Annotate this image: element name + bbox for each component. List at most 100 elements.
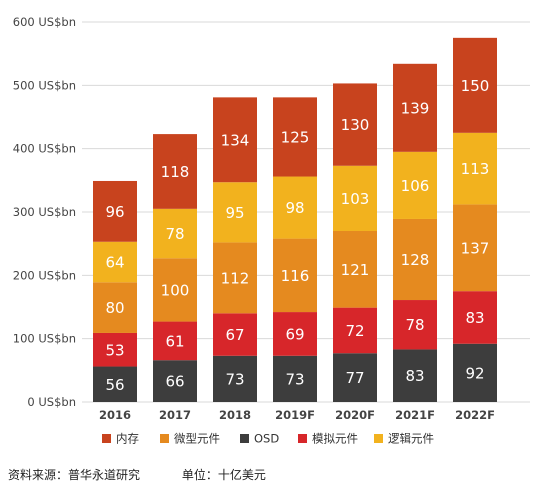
bar-segment xyxy=(213,242,257,314)
bar-segment xyxy=(333,353,377,402)
data-label: 53 xyxy=(105,341,124,359)
bar-segment xyxy=(213,355,257,402)
bar-segment xyxy=(213,313,257,356)
data-label: 77 xyxy=(345,369,364,387)
bar-segment xyxy=(393,151,437,219)
x-tick-label: 2018 xyxy=(219,408,251,422)
data-label: 96 xyxy=(105,203,124,221)
data-label: 103 xyxy=(341,190,370,208)
legend-swatch xyxy=(102,434,111,443)
legend-item: 模拟元件 xyxy=(298,432,358,446)
bar-segment xyxy=(93,332,137,367)
bar-segment xyxy=(333,231,377,308)
data-label: 121 xyxy=(341,261,370,279)
bar-segment xyxy=(213,97,257,183)
bar-segment xyxy=(93,366,137,402)
bar-segment xyxy=(453,291,497,344)
data-label: 130 xyxy=(341,116,370,134)
x-tick-label: 2021F xyxy=(395,408,435,422)
x-tick-label: 2016 xyxy=(99,408,131,422)
data-label: 78 xyxy=(405,316,424,334)
x-axis-tick-labels: 2016 2017 2018 2019F 2020F 2021F 2022F xyxy=(99,408,495,422)
unit-text: 单位：十亿美元 xyxy=(181,468,266,482)
y-tick-label: 100 US$bn xyxy=(13,332,76,346)
legend-item: 内存 xyxy=(102,432,139,446)
bar-segment xyxy=(333,165,377,231)
bar-segment xyxy=(93,180,137,242)
data-label: 72 xyxy=(345,322,364,340)
bars xyxy=(93,37,497,402)
bar-segment xyxy=(153,321,197,361)
x-tick-label: 2019F xyxy=(275,408,315,422)
y-tick-label: 200 US$bn xyxy=(13,268,76,282)
bar-segment xyxy=(393,218,437,301)
data-label: 137 xyxy=(461,239,490,257)
data-label: 83 xyxy=(405,367,424,385)
bar-segment xyxy=(93,241,137,283)
legend-swatch xyxy=(374,434,383,443)
data-label: 73 xyxy=(225,370,244,388)
bar-segment xyxy=(393,63,437,152)
data-label: 95 xyxy=(225,204,244,222)
data-label: 118 xyxy=(161,163,190,181)
bar-segment xyxy=(393,349,437,402)
data-label: 56 xyxy=(105,376,124,394)
bar-segment xyxy=(453,132,497,205)
legend-item: 微型元件 xyxy=(160,432,220,446)
data-label: 139 xyxy=(401,99,430,117)
data-label: 80 xyxy=(105,299,124,317)
bar-segment xyxy=(153,360,197,402)
bar-segment xyxy=(453,204,497,292)
bar-segment xyxy=(273,355,317,402)
bar-segment xyxy=(273,176,317,239)
data-label: 106 xyxy=(401,177,430,195)
bar-segment xyxy=(453,37,497,133)
legend-item: 逻辑元件 xyxy=(374,432,434,446)
data-label: 150 xyxy=(461,77,490,95)
source-text: 资料来源：普华永道研究 xyxy=(8,468,141,482)
data-label: 116 xyxy=(281,267,310,285)
data-label: 92 xyxy=(465,364,484,382)
bar-segment xyxy=(453,343,497,402)
bar-segment xyxy=(333,307,377,354)
source-note: 资料来源：普华永道研究 单位：十亿美元 xyxy=(8,466,266,483)
bar-segment xyxy=(273,97,317,177)
data-label: 66 xyxy=(165,373,184,391)
y-tick-label: 600 US$bn xyxy=(13,15,76,29)
data-label: 61 xyxy=(165,332,184,350)
data-label: 98 xyxy=(285,199,304,217)
bar-segment xyxy=(213,182,257,243)
data-label: 78 xyxy=(165,225,184,243)
bar-segment xyxy=(273,238,317,313)
data-label: 69 xyxy=(285,325,304,343)
legend: 内存 微型元件 OSD 模拟元件 逻辑元件 xyxy=(102,432,434,446)
legend-label: 内存 xyxy=(116,432,139,446)
legend-label: 逻辑元件 xyxy=(388,432,434,446)
legend-swatch xyxy=(240,434,249,443)
x-tick-label: 2017 xyxy=(159,408,191,422)
legend-label: 模拟元件 xyxy=(312,432,358,446)
y-tick-label: 300 US$bn xyxy=(13,205,76,219)
x-tick-label: 2022F xyxy=(455,408,495,422)
data-label: 112 xyxy=(221,269,250,287)
legend-label: 微型元件 xyxy=(174,432,220,446)
bar-segment xyxy=(153,208,197,259)
data-label: 83 xyxy=(465,309,484,327)
legend-swatch xyxy=(298,434,307,443)
y-tick-label: 400 US$bn xyxy=(13,142,76,156)
bar-segment xyxy=(393,300,437,350)
bar-segment xyxy=(333,83,377,166)
legend-swatch xyxy=(160,434,169,443)
data-label: 73 xyxy=(285,370,304,388)
y-axis-tick-labels: 0 US$bn 100 US$bn 200 US$bn 300 US$bn 400 US… xyxy=(13,15,76,409)
data-label: 113 xyxy=(461,160,490,178)
data-label: 64 xyxy=(105,254,124,272)
data-label: 100 xyxy=(161,281,190,299)
data-label: 125 xyxy=(281,128,310,146)
legend-label: OSD xyxy=(254,432,279,446)
y-tick-label: 500 US$bn xyxy=(13,78,76,92)
bar-segment xyxy=(153,258,197,322)
bar-segment xyxy=(93,282,137,333)
